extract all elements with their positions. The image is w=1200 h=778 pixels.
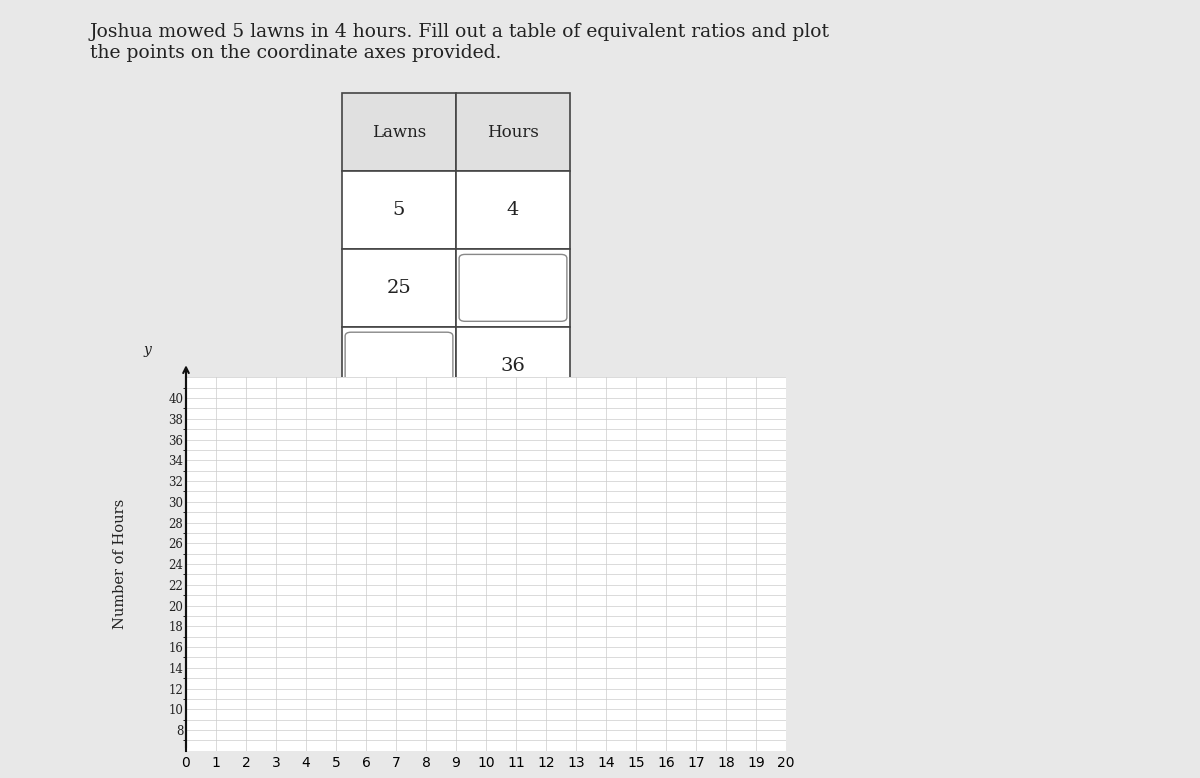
Text: 25: 25 [386,279,412,297]
FancyBboxPatch shape [346,332,452,399]
Bar [342,93,456,171]
Text: Joshua mowed 5 lawns in 4 hours. Fill out a table of equivalent ratios and plot
: Joshua mowed 5 lawns in 4 hours. Fill ou… [90,23,830,62]
Bar [456,249,570,327]
Text: 5: 5 [392,201,406,219]
Bar [456,171,570,249]
Bar [342,171,456,249]
Text: 36: 36 [500,356,526,375]
Text: 4: 4 [506,201,520,219]
Text: Lawns: Lawns [372,124,426,141]
Text: Hours: Hours [487,124,539,141]
Bar [342,249,456,327]
Y-axis label: Number of Hours: Number of Hours [113,499,126,629]
Bar [456,327,570,405]
Text: y: y [143,343,151,357]
FancyBboxPatch shape [460,254,566,321]
Bar [456,93,570,171]
Bar [342,327,456,405]
